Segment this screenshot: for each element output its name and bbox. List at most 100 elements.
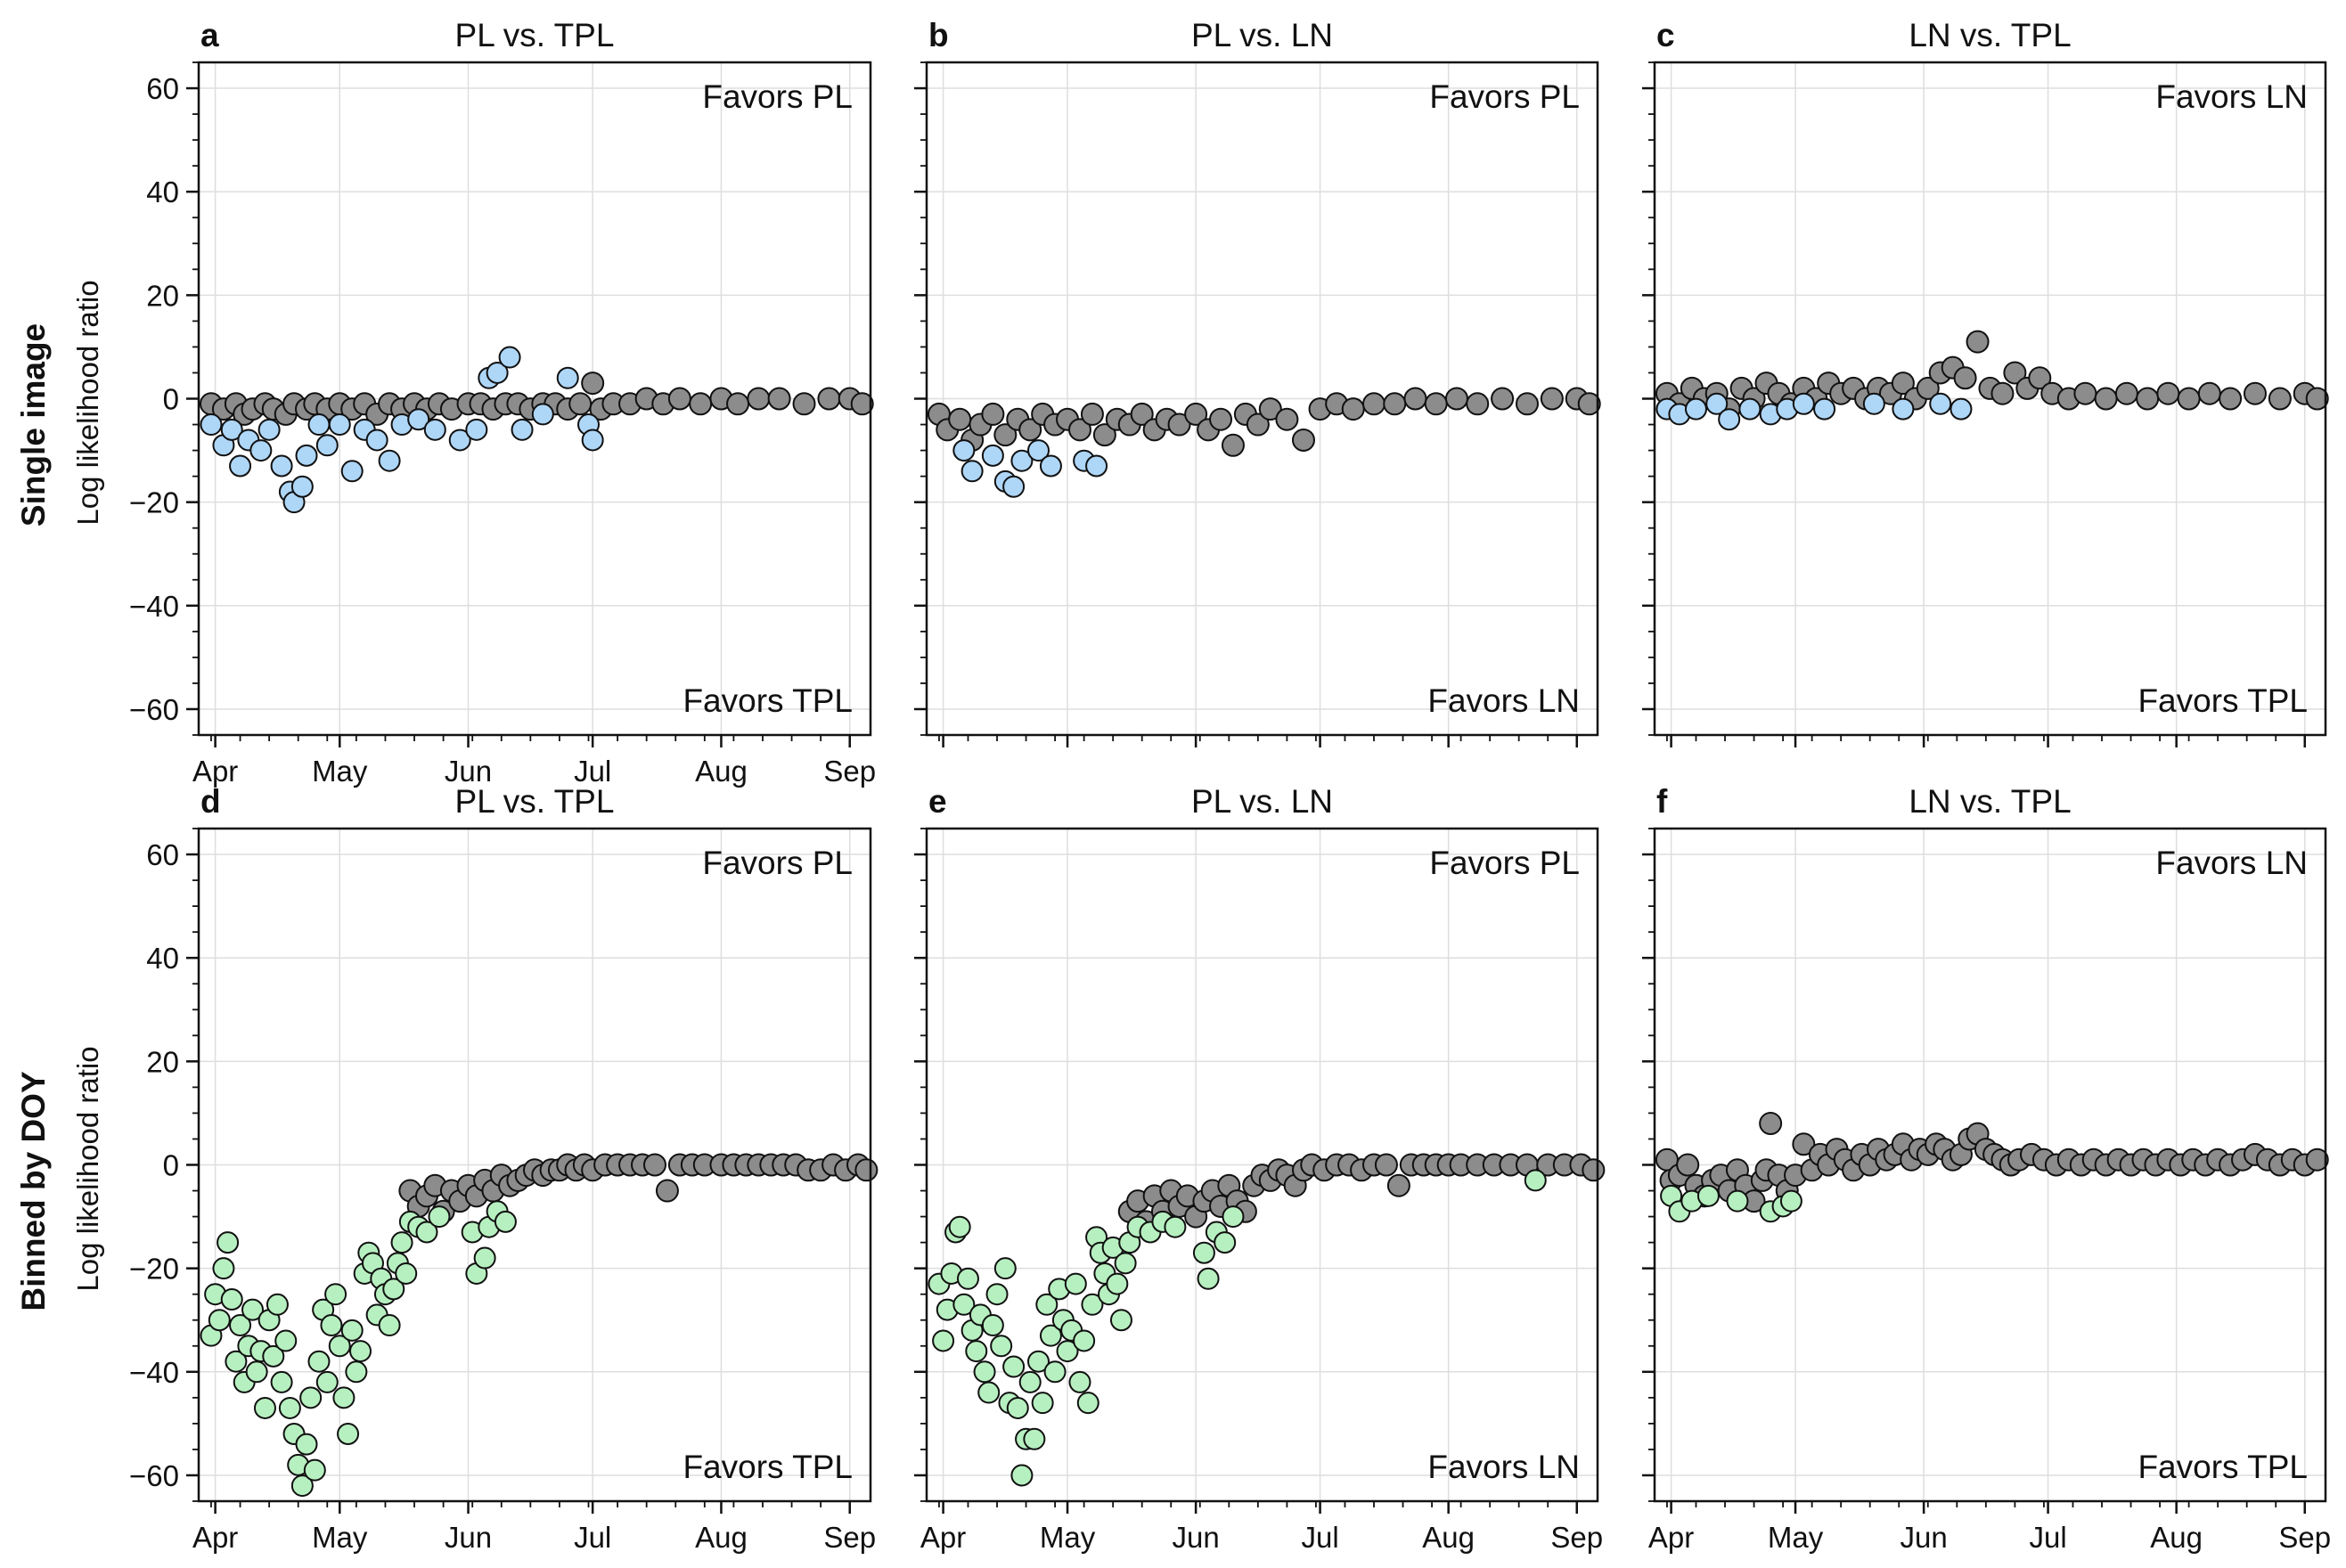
data-point: [2197, 381, 2221, 405]
data-point: [315, 434, 339, 457]
data-point: [1792, 392, 1815, 415]
data-point: [1891, 372, 1915, 396]
data-point: [1684, 397, 1707, 421]
data-point: [965, 1340, 988, 1363]
data-point: [274, 1329, 298, 1352]
data-point: [568, 392, 593, 416]
data-point: [1006, 1396, 1029, 1419]
data-point: [320, 1314, 343, 1337]
y-tick-label: 0: [163, 383, 179, 416]
data-point: [1056, 1340, 1079, 1363]
y-tick-label: 60: [146, 838, 179, 871]
panel-letter: c: [1656, 17, 1675, 53]
data-point: [1953, 366, 1977, 390]
data-point: [973, 1360, 996, 1384]
x-tick-label: Jul: [1301, 1521, 1338, 1554]
data-point: [854, 1158, 879, 1182]
data-point: [486, 361, 509, 384]
data-point: [1031, 1392, 1054, 1415]
data-point: [1540, 387, 1564, 411]
data-point: [952, 1293, 976, 1316]
panel-letter: e: [928, 783, 947, 820]
data-point: [2114, 381, 2138, 405]
data-point: [1582, 1158, 1606, 1182]
data-point: [1515, 392, 1539, 416]
data-point: [345, 1360, 368, 1384]
data-point: [332, 1386, 356, 1409]
data-point: [948, 407, 972, 431]
x-tick-label: Sep: [823, 1521, 876, 1554]
data-point: [270, 454, 293, 478]
data-point: [642, 1153, 666, 1177]
row-label-bottom: Binned by DOY: [15, 1071, 52, 1311]
data-point: [2094, 387, 2118, 411]
data-point: [328, 413, 351, 437]
data-point: [531, 403, 554, 426]
data-point: [295, 1433, 318, 1456]
data-point: [1862, 392, 1885, 415]
annotation-bottom: Favors TPL: [683, 1449, 853, 1485]
data-point: [1027, 439, 1050, 462]
data-point: [340, 1319, 364, 1342]
data-point: [241, 1298, 265, 1321]
data-point: [1081, 1293, 1104, 1316]
panel-b: b PL vs. LN Favors PL Favors LN: [914, 17, 1601, 747]
data-point: [1444, 387, 1468, 411]
y-tick-label: 40: [146, 176, 179, 208]
data-point: [1209, 407, 1233, 431]
data-point: [2073, 381, 2097, 405]
data-point: [2305, 387, 2329, 411]
x-tick-label: Jun: [1901, 1521, 1948, 1554]
x-tick-label: Aug: [695, 755, 748, 788]
data-point: [200, 413, 223, 437]
y-tick-label: 60: [146, 72, 179, 105]
data-point: [307, 413, 331, 437]
panel-title: LN vs. TPL: [1909, 783, 2071, 820]
data-point: [349, 1340, 372, 1363]
data-point: [212, 1257, 235, 1280]
data-point: [1043, 1360, 1067, 1384]
data-point: [2028, 366, 2052, 390]
data-point: [278, 1396, 301, 1419]
data-point: [1696, 1184, 1720, 1207]
data-point: [1064, 1272, 1087, 1295]
annotation-top: Favors LN: [2155, 78, 2308, 115]
data-point: [1374, 1153, 1398, 1177]
data-point: [1966, 330, 1990, 354]
x-tick-label: Jun: [445, 1521, 492, 1554]
annotation-bottom: Favors LN: [1427, 682, 1580, 719]
data-point: [850, 392, 874, 416]
panel-title: PL vs. LN: [1191, 783, 1333, 820]
panel-letter: f: [1656, 783, 1668, 820]
data-point: [993, 423, 1018, 447]
data-point: [981, 1314, 1004, 1337]
data-point: [270, 1370, 293, 1393]
panel-letter: d: [200, 783, 221, 820]
data-point: [229, 454, 252, 478]
data-point: [1275, 407, 1299, 431]
data-point: [1035, 1293, 1059, 1316]
data-point: [1524, 1169, 1547, 1192]
x-tick-label: Jul: [574, 1521, 611, 1554]
data-point: [1023, 1427, 1046, 1450]
data-point: [1085, 454, 1108, 478]
data-point: [981, 402, 1005, 426]
data-point: [299, 1386, 323, 1409]
data-point: [448, 429, 471, 452]
data-point: [1916, 376, 1940, 400]
data-point: [2268, 387, 2292, 411]
y-tick-label: −60: [129, 693, 179, 726]
x-tick-label: Apr: [192, 1521, 238, 1554]
data-point: [1403, 387, 1427, 411]
y-axis-label-bottom: Log likelihood ratio: [71, 1046, 104, 1291]
data-point: [498, 346, 521, 369]
data-point: [1726, 1189, 1749, 1213]
data-point: [1192, 1241, 1215, 1264]
data-point: [290, 475, 314, 498]
annotation-top: Favors PL: [702, 78, 853, 115]
data-point: [220, 1288, 243, 1311]
data-point: [1246, 412, 1270, 437]
data-point: [990, 1335, 1013, 1358]
data-point: [511, 418, 534, 441]
